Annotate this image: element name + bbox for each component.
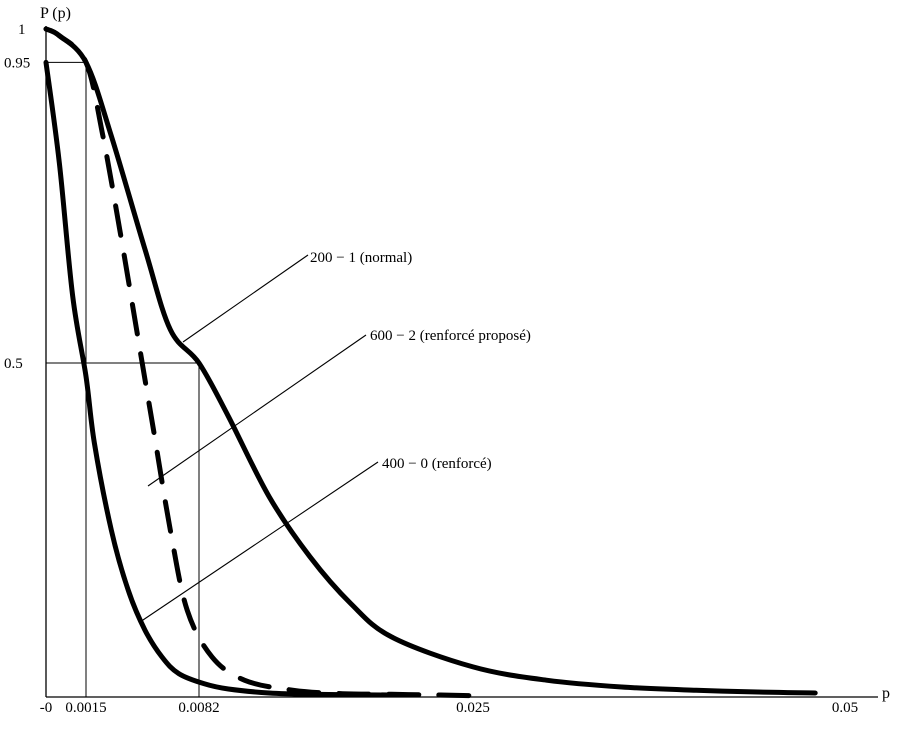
x-tick-label-4: 0.05 bbox=[832, 700, 858, 716]
y-tick-label-0: 0.5 bbox=[4, 356, 23, 372]
x-axis-label: p bbox=[882, 685, 890, 702]
reference-lines bbox=[46, 61, 200, 697]
leader-line-0 bbox=[182, 254, 309, 343]
series-label-normal: 200 − 1 (normal) bbox=[310, 250, 412, 266]
x-tick-label-3: 0.025 bbox=[456, 700, 490, 716]
x-tick-label-1: 0.0015 bbox=[65, 700, 106, 716]
series-line-normal bbox=[43, 26, 818, 696]
x-tick-label-0: -0 bbox=[40, 700, 53, 716]
leader-line-1 bbox=[147, 334, 367, 487]
y-tick-label-2: 1 bbox=[18, 22, 26, 38]
y-tick-label-1: 0.95 bbox=[4, 55, 30, 71]
series-label-renforce: 400 − 0 (renforcé) bbox=[382, 456, 492, 472]
series-label-renforce-propose: 600 − 2 (renforcé proposé) bbox=[370, 328, 531, 344]
y-axis-label: P (p) bbox=[40, 5, 71, 22]
series-group bbox=[43, 26, 818, 699]
series-line-renforce bbox=[43, 59, 394, 698]
x-tick-labels: -0 0.0015 0.0082 0.025 0.05 bbox=[40, 700, 858, 716]
leader-lines bbox=[139, 254, 379, 623]
leader-line-2 bbox=[139, 461, 379, 623]
x-tick-label-2: 0.0082 bbox=[178, 700, 219, 716]
y-tick-labels: 0.5 0.95 1 bbox=[4, 22, 30, 372]
